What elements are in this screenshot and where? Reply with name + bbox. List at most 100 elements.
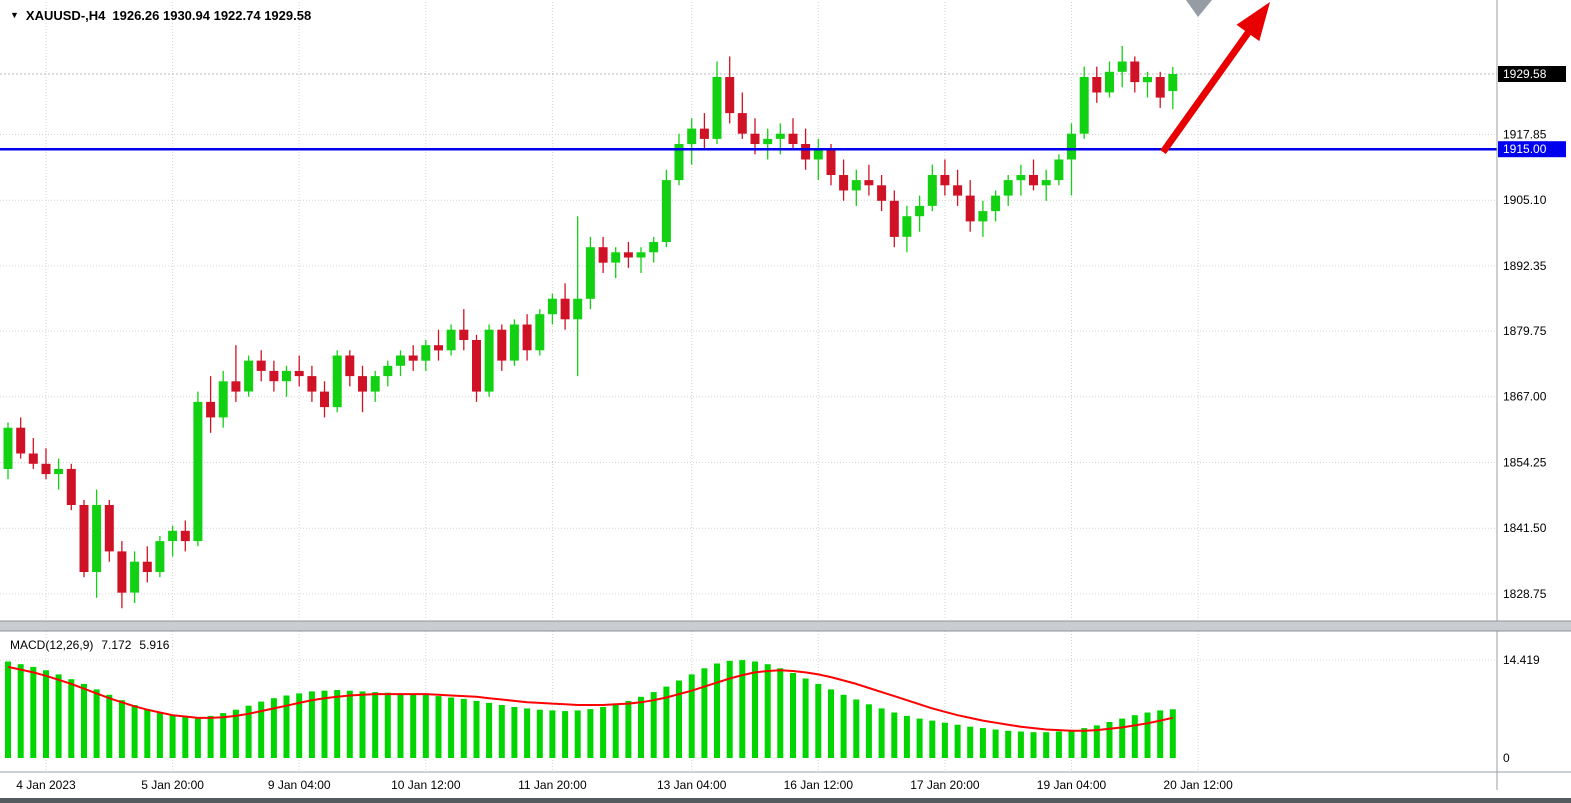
symbol-dropdown-icon[interactable]: ▼: [10, 10, 19, 20]
macd-bar: [790, 673, 796, 758]
trend-arrow-head[interactable]: [1236, 2, 1271, 42]
candle-body: [54, 468, 64, 475]
time-axis-label: 10 Jan 12:00: [391, 778, 461, 792]
macd-bar: [739, 660, 746, 758]
candle: [79, 499, 89, 578]
candle-body: [446, 329, 456, 351]
macd-bar: [929, 720, 936, 758]
candle: [953, 169, 963, 206]
macd-bar: [612, 704, 619, 758]
candle-body: [282, 370, 291, 382]
macd-bar: [726, 660, 733, 758]
candle: [231, 345, 241, 402]
candle-body: [522, 324, 532, 351]
candle-body: [598, 247, 608, 263]
candle: [168, 525, 178, 557]
macd-bar: [764, 664, 771, 758]
candle-body: [1117, 61, 1127, 72]
candle-body: [763, 138, 773, 145]
candle-body: [699, 128, 709, 139]
macd-bar: [194, 717, 201, 758]
symbol-ohlc: 1926.26 1930.94 1922.74 1929.58: [112, 8, 312, 23]
candle: [358, 365, 367, 413]
candle-body: [725, 77, 735, 114]
candle-body: [269, 370, 279, 382]
macd-bar: [1157, 710, 1164, 758]
macd-bar: [308, 691, 315, 758]
candle-body: [915, 205, 925, 217]
pane-divider[interactable]: [0, 621, 1571, 631]
candle: [788, 118, 798, 150]
candle-body: [3, 427, 13, 469]
macd-bar: [182, 716, 189, 758]
candle: [282, 365, 291, 397]
candle: [459, 309, 469, 351]
candle-body: [978, 211, 988, 222]
macd-bar: [941, 722, 948, 758]
price-axis-label: 1867.00: [1503, 390, 1547, 404]
macd-bar: [903, 715, 910, 758]
candle-body: [775, 133, 785, 139]
candle: [864, 164, 874, 196]
candle: [28, 438, 38, 469]
macd-bar: [68, 679, 75, 758]
candle-body: [218, 381, 228, 418]
macd-bar: [587, 709, 594, 758]
candle-body: [1054, 159, 1064, 181]
candle: [117, 541, 127, 609]
candle-body: [472, 340, 481, 392]
candle-body: [1168, 74, 1178, 92]
candle-body: [965, 195, 975, 222]
candle: [54, 458, 64, 490]
candle: [1041, 169, 1051, 201]
candle-body: [864, 180, 874, 186]
macd-bar: [372, 692, 379, 758]
trend-arrow[interactable]: [1160, 24, 1256, 155]
candle: [434, 329, 443, 361]
macd-bar: [1017, 731, 1024, 758]
macd-bar: [979, 728, 986, 758]
macd-bar: [1043, 732, 1050, 758]
macd-bar: [1119, 718, 1126, 758]
time-axis-label: 17 Jan 20:00: [910, 778, 980, 792]
candle-body: [902, 216, 912, 237]
macd-bar: [536, 709, 543, 758]
macd-bar: [992, 729, 999, 758]
macd-bar: [321, 690, 328, 758]
candle: [509, 319, 519, 366]
candle: [978, 200, 988, 237]
time-axis-label: 13 Jan 04:00: [657, 778, 727, 792]
candle-body: [889, 200, 899, 237]
macd-bar: [600, 707, 607, 758]
candle: [332, 350, 342, 413]
candle-body: [396, 355, 405, 366]
time-axis-label: 9 Jan 04:00: [268, 778, 331, 792]
candle-body: [79, 505, 89, 572]
hline-price-value: 1915.00: [1503, 142, 1547, 156]
candle-body: [421, 345, 431, 361]
price-axis-label: 1917.85: [1503, 128, 1547, 142]
candle: [522, 314, 532, 361]
candle: [1003, 175, 1013, 206]
candle: [763, 128, 773, 160]
macd-bar: [777, 668, 784, 758]
candle: [1143, 71, 1152, 98]
candle: [92, 489, 102, 598]
macd-bar: [169, 715, 176, 758]
candle: [1092, 66, 1102, 103]
candle-body: [801, 144, 811, 160]
macd-bar: [334, 690, 341, 758]
macd-bar: [486, 702, 493, 758]
macd-bar: [853, 699, 860, 758]
candle: [484, 324, 494, 397]
candle: [408, 345, 418, 371]
candle-body: [877, 185, 887, 201]
macd-bar: [1169, 709, 1176, 758]
candle-body: [560, 298, 570, 320]
candle: [206, 376, 216, 433]
candle-body: [28, 453, 38, 464]
candle-body: [434, 345, 443, 351]
